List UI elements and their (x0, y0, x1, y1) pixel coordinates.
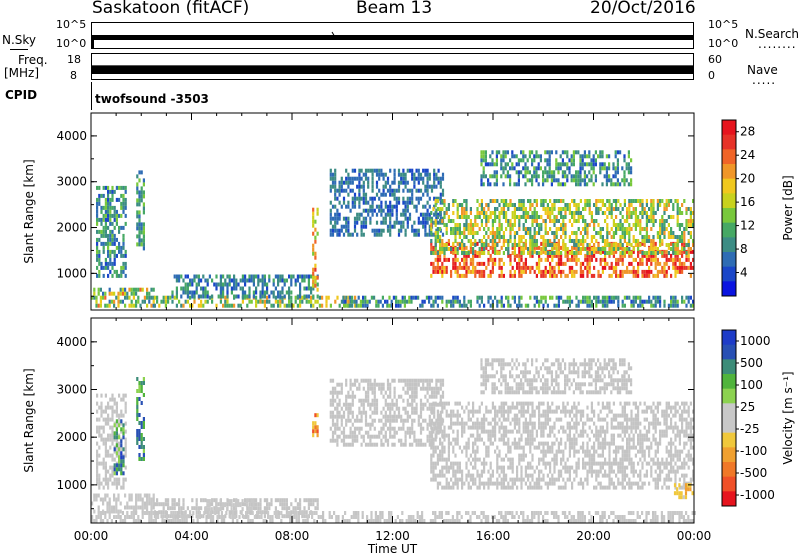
colorbar-tick-label: 8 (740, 242, 748, 256)
colorbar-swatch (722, 491, 736, 507)
nsearch-legend: ........ (758, 37, 797, 51)
freq-tick-top: 18 (67, 53, 81, 66)
ytick-label: 1000 (56, 266, 87, 280)
cpid-label: CPID (5, 88, 38, 102)
colorbar-tick-label: 24 (740, 148, 755, 162)
y-axis-label: Slant Range [km] (22, 368, 36, 472)
xtick-label: 12:00 (375, 529, 410, 543)
velocity-panel-colorbar: 1000 500 100 25 -25 -100 -500 -1000 (721, 329, 775, 507)
xtick-label: 04:00 (174, 529, 209, 543)
nsky-label: N.Sky (2, 33, 37, 47)
colorbar-swatch (722, 462, 736, 478)
colorbar-swatch (722, 418, 736, 434)
y-axis-label: Slant Range [km] (22, 159, 36, 263)
colorbar-tick-label: 25 (740, 400, 755, 414)
freq-label: Freq. (18, 53, 48, 67)
colorbar-swatch (722, 330, 736, 346)
ytick-label: 4000 (56, 335, 87, 349)
colorbar-tick-label: -500 (740, 466, 767, 480)
power-panel-colorbar: 4 8 12 16 20 24 28 (721, 119, 755, 297)
colorbar-frame (721, 329, 737, 507)
nsearch-tick-top: 10^5 (708, 18, 739, 31)
colorbar-swatch (722, 193, 736, 209)
ytick-label: 3000 (56, 383, 87, 397)
colorbar-swatch (722, 432, 736, 448)
colorbar-swatch (722, 149, 736, 165)
colorbar-tick-label: 20 (740, 172, 755, 186)
ytick-label: 4000 (56, 129, 87, 143)
colorbar-tick-label: 28 (740, 125, 755, 139)
nsky-tick-bottom: 10^0 (56, 37, 87, 50)
nave-tick-bottom: 0 (708, 69, 715, 82)
ytick-label: 1000 (56, 478, 87, 492)
colorbar-swatch (722, 237, 736, 253)
xtick-label: 00:00 (74, 529, 109, 543)
colorbar-swatch (722, 447, 736, 463)
nsky-tick-top: 10^5 (56, 18, 87, 31)
colorbar-swatch (722, 388, 736, 404)
nsearch-tick-bottom: 10^0 (708, 37, 739, 50)
freq-trace (92, 65, 693, 74)
nsky-trace (92, 31, 693, 48)
nsky-panel (91, 22, 694, 49)
nsearch-label: N.Search (745, 27, 800, 41)
cpid-panel: twofsound -3503 (91, 82, 694, 110)
velocity-panel-cells (91, 358, 696, 523)
ytick-label: 3000 (56, 175, 87, 189)
freq-tick-bottom: 8 (70, 69, 77, 82)
ytick-label: 2000 (56, 221, 87, 235)
colorbar-swatch (722, 266, 736, 282)
nsky-legend-line (10, 49, 28, 50)
colorbar-label: Power [dB] (781, 175, 795, 240)
colorbar-swatch (722, 476, 736, 492)
colorbar-tick-label: -1000 (740, 488, 775, 502)
beam-label: Beam 13 (356, 0, 433, 18)
colorbar-tick-label: 4 (740, 266, 748, 280)
x-axis-label: Time UT (367, 542, 418, 554)
colorbar-swatch (722, 344, 736, 360)
nave-label: Nave (747, 63, 778, 77)
xtick-label: 00:00 (677, 529, 712, 543)
colorbar-tick-label: 1000 (740, 334, 771, 348)
date-label: 20/Oct/2016 (590, 0, 696, 18)
colorbar-tick-label: 16 (740, 195, 755, 209)
colorbar-tick-label: 12 (740, 219, 755, 233)
colorbar-swatch (722, 281, 736, 297)
colorbar-tick-label: 100 (740, 378, 763, 392)
xtick-label: 08:00 (275, 529, 310, 543)
colorbar-swatch (722, 164, 736, 180)
colorbar-swatch (722, 120, 736, 136)
colorbar-frame (721, 119, 737, 297)
xtick-label: 20:00 (576, 529, 611, 543)
colorbar-swatch (722, 252, 736, 268)
cpid-value: twofsound -3503 (95, 92, 209, 106)
colorbar-tick-label: 500 (740, 356, 763, 370)
ytick-label: 2000 (56, 430, 87, 444)
nave-legend: ..... (752, 73, 777, 87)
colorbar-swatch (722, 403, 736, 419)
colorbar-swatch (722, 374, 736, 390)
freq-unit-label: [MHz] (4, 66, 40, 80)
colorbar-swatch (722, 178, 736, 194)
nave-tick-top: 60 (708, 53, 722, 66)
xtick-label: 16:00 (476, 529, 511, 543)
colorbar-swatch (722, 359, 736, 375)
colorbar-swatch (722, 134, 736, 150)
power-panel-cells (91, 150, 695, 308)
colorbar-swatch (722, 208, 736, 224)
colorbar-tick-label: -25 (740, 422, 760, 436)
freq-panel (91, 53, 694, 80)
colorbar-tick-label: -100 (740, 444, 767, 458)
radar-title: Saskatoon (fitACF) (92, 0, 250, 18)
colorbar-swatch (722, 222, 736, 238)
colorbar-label: Velocity [m s⁻¹] (781, 371, 795, 464)
